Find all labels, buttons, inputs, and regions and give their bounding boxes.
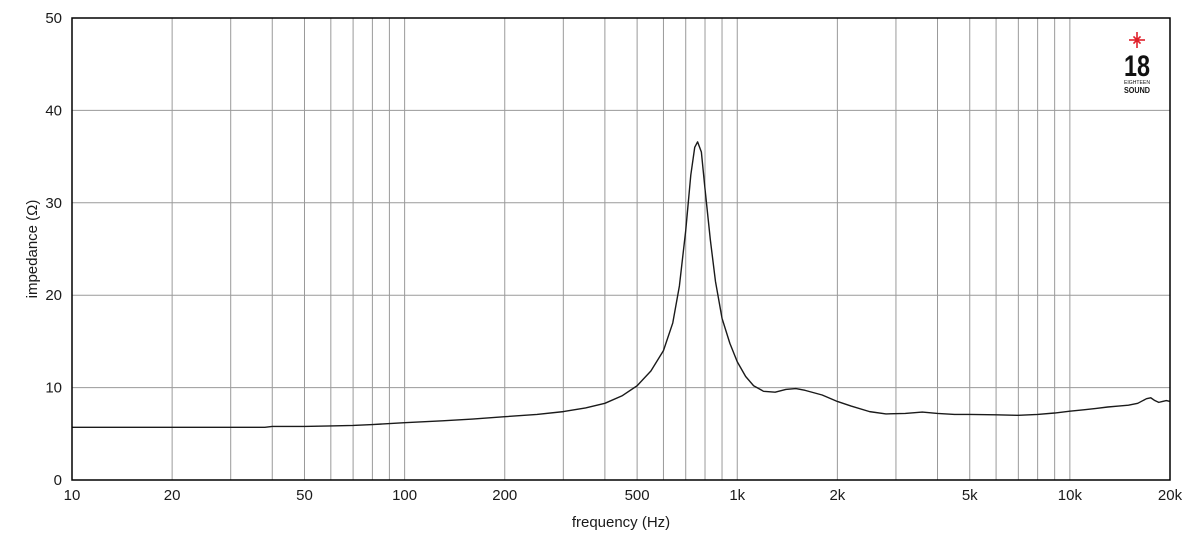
logo-line1: EIGHTEEN [1124,80,1150,86]
plot-frame [71,17,1171,481]
logo-line2: SOUND [1124,86,1150,95]
impedance-curve [72,141,1171,429]
x-tick-label: 200 [492,487,517,504]
x-tick-label: 2k [829,487,845,504]
eighteen-sound-logo: 18 EIGHTEEN SOUND [1124,32,1150,95]
x-tick-label: 5k [962,487,978,504]
y-tick-label: 0 [54,472,62,489]
x-tick-label: 10k [1058,487,1083,504]
x-tick-label: 1k [729,487,745,504]
series-layer [72,141,1171,429]
y-tick-label: 20 [45,287,62,304]
x-tick-label: 10 [64,487,81,504]
y-tick-label: 40 [45,102,62,119]
y-axis-title: impedance (Ω) [24,200,41,299]
grid-layer [72,18,1170,480]
x-tick-label: 50 [296,487,313,504]
x-axis-title: frequency (Hz) [572,514,670,531]
y-tick-label: 10 [45,380,62,397]
star-icon [1129,32,1145,48]
y-tick-label: 50 [45,10,62,27]
y-tick-label: 30 [45,195,62,212]
logo-number: 18 [1124,50,1150,83]
star-core [1134,37,1140,43]
x-tick-label: 20k [1158,487,1183,504]
x-tick-label: 500 [625,487,650,504]
x-tick-label: 100 [392,487,417,504]
x-tick-label: 20 [164,487,181,504]
